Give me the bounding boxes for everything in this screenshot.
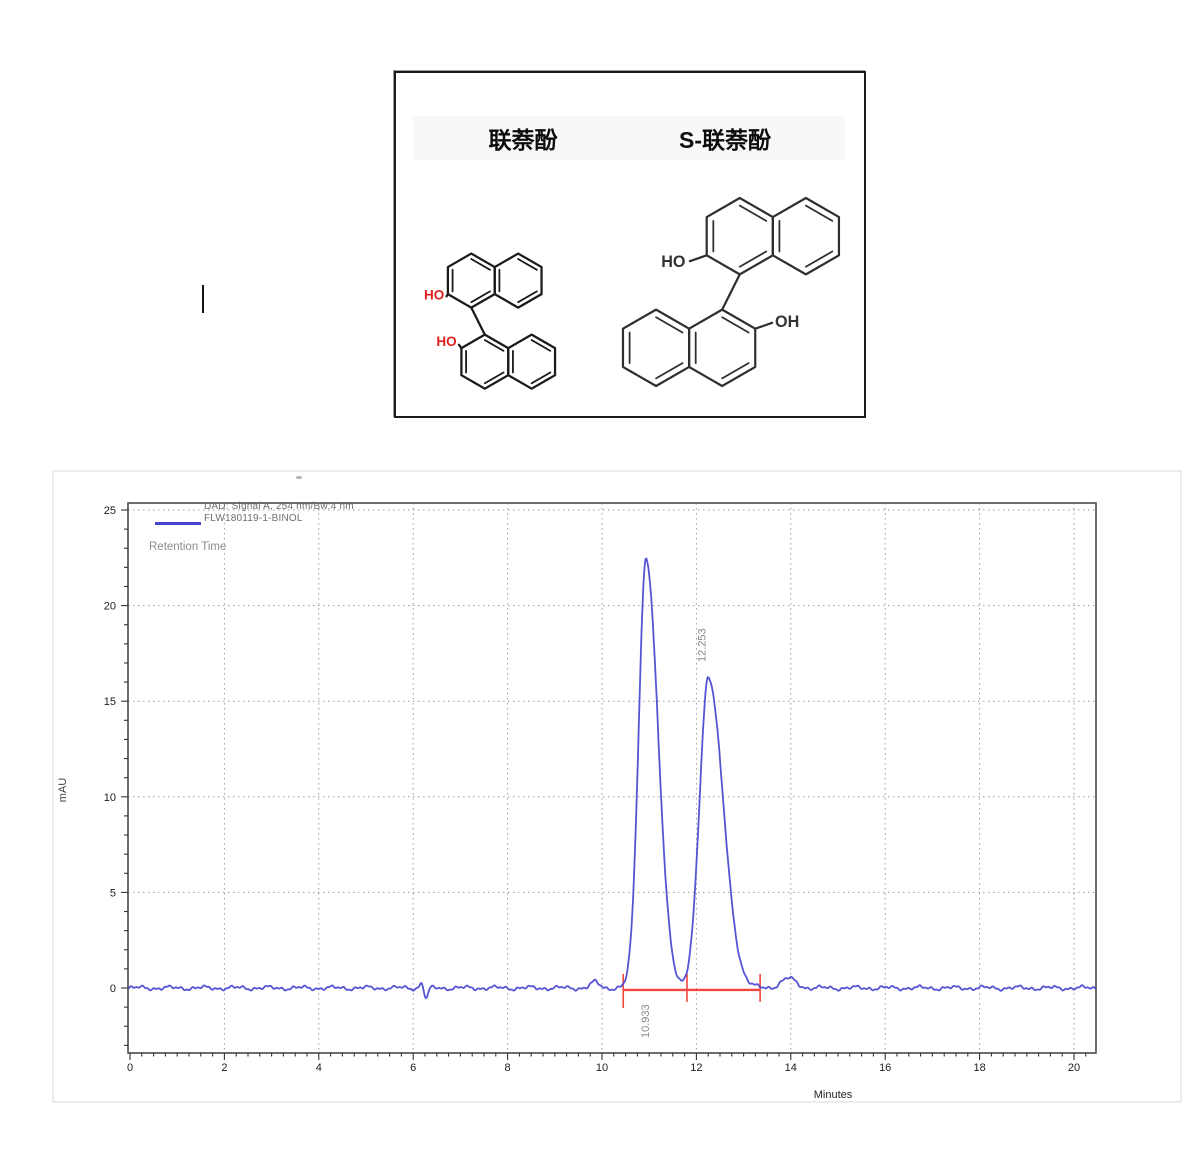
x-axis-title: Minutes (814, 1089, 853, 1101)
svg-text:14: 14 (785, 1062, 797, 1074)
svg-text:15: 15 (104, 696, 116, 708)
hydroxyl-label: OH (775, 313, 799, 331)
svg-text:20: 20 (1068, 1062, 1080, 1074)
svg-text:18: 18 (973, 1062, 985, 1074)
svg-text:10.933: 10.933 (640, 1004, 652, 1038)
plot-frame (127, 502, 1097, 1054)
svg-text:8: 8 (505, 1062, 511, 1074)
gridlines (128, 503, 1096, 1053)
svg-text:0: 0 (110, 983, 116, 995)
peak-labels: 10.933 12.253 (640, 628, 708, 1038)
hydroxyl-label: HO (436, 334, 456, 349)
svg-text:4: 4 (316, 1062, 322, 1074)
svg-text:5: 5 (110, 887, 116, 899)
legend-sample-label: FLW180119-1-BINOL (204, 513, 303, 524)
y-axis-title: mAU (57, 778, 69, 803)
integration-baseline (622, 973, 761, 1008)
compound-name-s-binol: S-联萘酚 (679, 127, 771, 153)
svg-text:10: 10 (104, 792, 116, 804)
scan-artifact (296, 476, 302, 479)
svg-text:6: 6 (410, 1062, 416, 1074)
svg-text:10: 10 (596, 1062, 608, 1074)
hydroxyl-label: HO (424, 288, 444, 303)
signal-trace (127, 557, 1097, 999)
svg-text:25: 25 (104, 505, 116, 517)
svg-text:12.253: 12.253 (696, 628, 708, 662)
svg-text:2: 2 (221, 1062, 227, 1074)
svg-text:12: 12 (690, 1062, 702, 1074)
legend-signal-label: DAD: Signal A, 254 nm/Bw:4 nm (204, 501, 354, 512)
chart-panel-border (52, 470, 1182, 1103)
axis-ticks (121, 509, 1087, 1060)
legend-series-swatch (155, 522, 201, 525)
text-cursor-artifact (202, 285, 204, 313)
tick-labels: 0 2 4 6 8 10 12 14 16 18 20 0 5 10 15 20 25 (104, 505, 1080, 1074)
s-binol-structure-drawing: HO OH (621, 196, 841, 388)
svg-text:20: 20 (104, 601, 116, 613)
structure-label-band (413, 116, 845, 160)
binol-structure-drawing: HO HO (424, 252, 557, 390)
svg-text:0: 0 (127, 1062, 133, 1074)
compound-name-binol: 联萘酚 (488, 127, 558, 153)
hydroxyl-label: HO (661, 253, 685, 271)
retention-time-label: Retention Time (149, 541, 227, 553)
svg-text:16: 16 (879, 1062, 891, 1074)
